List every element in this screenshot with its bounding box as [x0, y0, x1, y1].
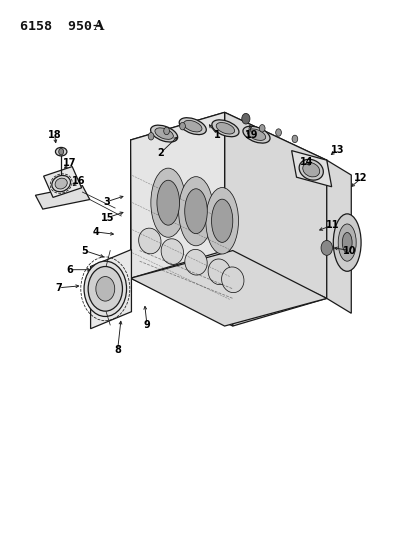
Text: 14: 14	[299, 157, 312, 167]
Text: 18: 18	[48, 130, 61, 140]
Ellipse shape	[179, 118, 206, 135]
Ellipse shape	[138, 228, 161, 254]
Ellipse shape	[52, 175, 70, 192]
Polygon shape	[130, 112, 326, 188]
Ellipse shape	[151, 168, 185, 237]
Text: A: A	[93, 20, 103, 33]
Ellipse shape	[333, 214, 360, 271]
Text: 16: 16	[72, 176, 86, 187]
Ellipse shape	[183, 120, 202, 132]
Circle shape	[84, 261, 126, 317]
Circle shape	[163, 127, 169, 135]
Text: 2: 2	[157, 148, 164, 158]
Circle shape	[275, 129, 281, 136]
Text: 6158  950: 6158 950	[20, 20, 92, 33]
Circle shape	[241, 114, 249, 124]
Ellipse shape	[211, 120, 238, 137]
Ellipse shape	[155, 128, 173, 139]
Polygon shape	[232, 160, 326, 326]
Circle shape	[58, 149, 63, 155]
Text: 19: 19	[244, 130, 258, 140]
Ellipse shape	[302, 163, 319, 177]
Text: 4: 4	[93, 227, 99, 237]
Text: 13: 13	[330, 144, 343, 155]
Circle shape	[259, 125, 265, 132]
Ellipse shape	[161, 239, 183, 264]
Polygon shape	[130, 251, 326, 326]
Ellipse shape	[208, 259, 230, 285]
Polygon shape	[326, 160, 351, 313]
Polygon shape	[224, 112, 326, 298]
Polygon shape	[130, 140, 232, 326]
Ellipse shape	[211, 199, 232, 243]
Ellipse shape	[55, 178, 67, 189]
Polygon shape	[291, 151, 331, 187]
Ellipse shape	[337, 224, 355, 261]
Ellipse shape	[205, 188, 238, 254]
Ellipse shape	[184, 249, 207, 275]
Text: 12: 12	[353, 173, 367, 183]
Circle shape	[291, 135, 297, 143]
Text: 6: 6	[67, 265, 73, 274]
Ellipse shape	[247, 129, 265, 140]
Text: 17: 17	[63, 158, 76, 168]
Circle shape	[88, 266, 122, 311]
Text: 9: 9	[143, 320, 150, 330]
Ellipse shape	[55, 148, 67, 156]
Text: 3: 3	[103, 197, 110, 207]
Circle shape	[179, 123, 185, 130]
Text: 5: 5	[81, 246, 88, 255]
Text: 11: 11	[325, 220, 338, 230]
Circle shape	[148, 133, 153, 140]
Polygon shape	[130, 112, 224, 278]
Polygon shape	[90, 249, 131, 329]
Text: 10: 10	[342, 246, 356, 255]
Circle shape	[320, 240, 332, 255]
Circle shape	[96, 277, 115, 301]
Polygon shape	[43, 166, 81, 197]
Text: 8: 8	[114, 345, 121, 356]
Ellipse shape	[243, 126, 270, 143]
Polygon shape	[35, 185, 90, 209]
Ellipse shape	[178, 176, 213, 246]
Ellipse shape	[184, 189, 207, 233]
Text: 15: 15	[101, 213, 114, 223]
Ellipse shape	[157, 180, 179, 225]
Text: 7: 7	[55, 283, 62, 293]
Ellipse shape	[150, 125, 177, 142]
Ellipse shape	[216, 123, 234, 134]
Ellipse shape	[299, 159, 323, 180]
Text: 1: 1	[213, 130, 220, 140]
Ellipse shape	[342, 232, 351, 253]
Ellipse shape	[221, 267, 243, 293]
